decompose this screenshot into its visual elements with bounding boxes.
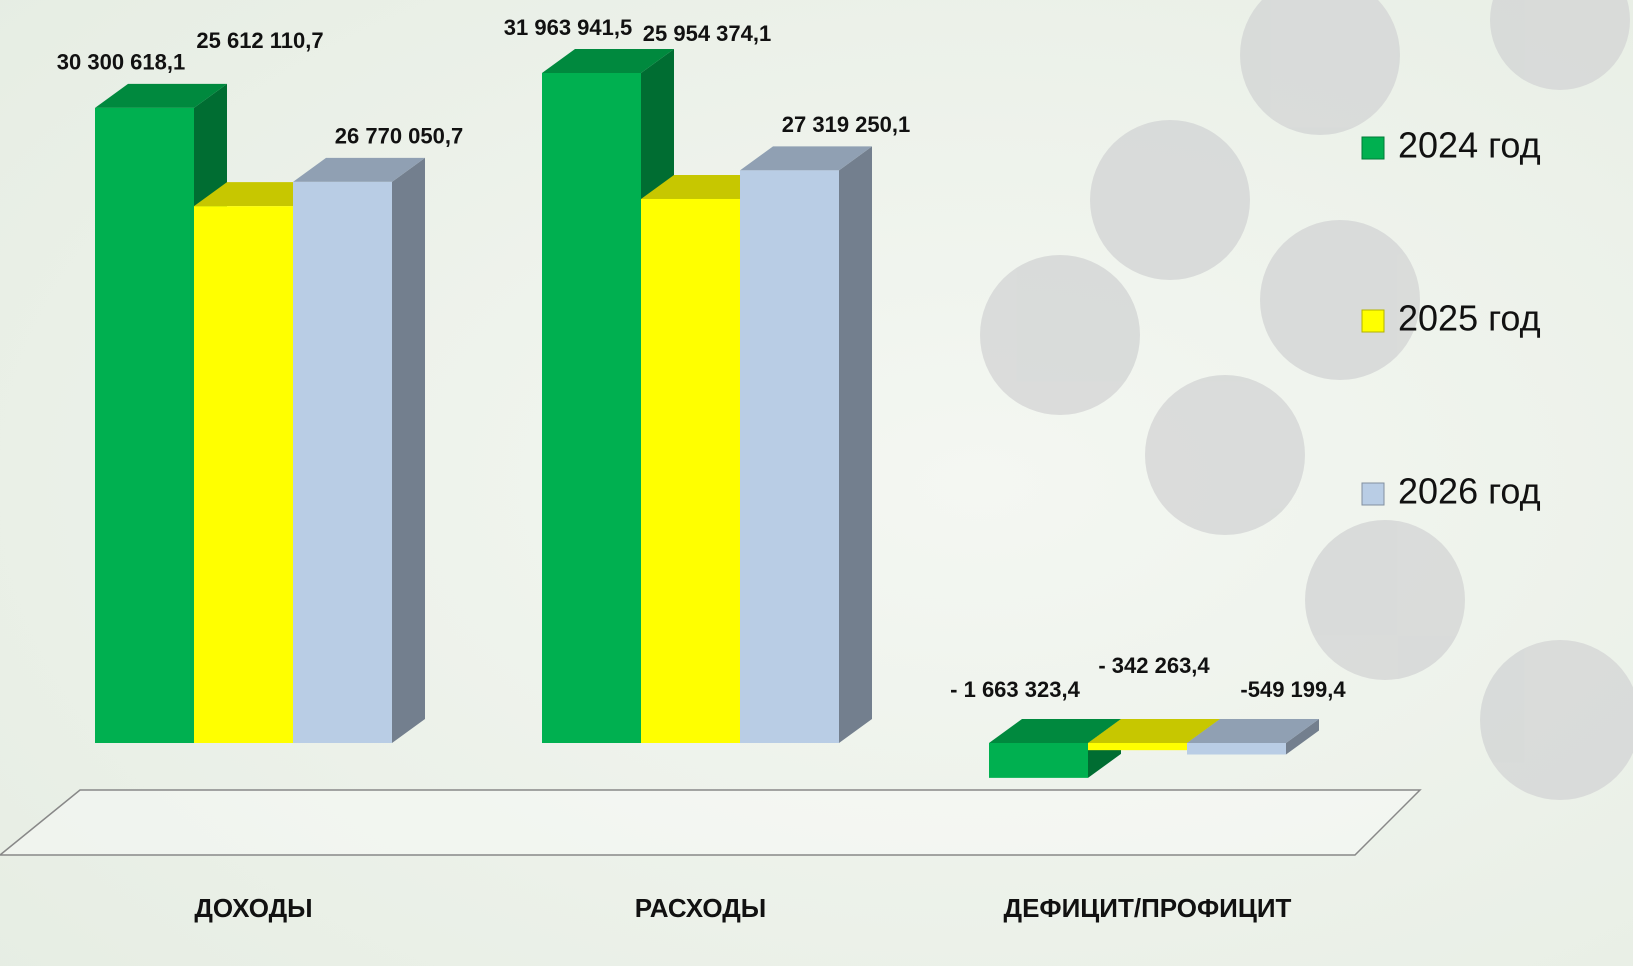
legend-swatch <box>1362 483 1384 505</box>
legend-swatch <box>1362 137 1384 159</box>
value-label: - 342 263,4 <box>1098 653 1210 678</box>
bar <box>95 108 194 743</box>
value-label: 30 300 618,1 <box>57 50 185 75</box>
category-label: ДОХОДЫ <box>194 893 312 923</box>
legend-label: 2025 год <box>1398 298 1541 339</box>
value-label: - 1 663 323,4 <box>950 677 1080 702</box>
bar <box>194 206 293 743</box>
value-label: -549 199,4 <box>1240 677 1346 702</box>
bar <box>542 73 641 743</box>
bar <box>641 199 740 743</box>
value-label: 25 612 110,7 <box>196 28 323 53</box>
legend-label: 2026 год <box>1398 471 1541 512</box>
bar <box>740 170 839 743</box>
bar-side <box>839 146 872 743</box>
bar <box>1088 743 1187 750</box>
value-label: 26 770 050,7 <box>335 124 463 149</box>
value-label: 27 319 250,1 <box>782 112 910 137</box>
chart: ДОХОДЫ 30 300 618,1 25 612 110,7 26 770 050… <box>0 0 1633 966</box>
value-label: 31 963 941,5 <box>504 15 632 40</box>
category-label: РАСХОДЫ <box>635 893 767 923</box>
bar <box>989 743 1088 778</box>
value-label: 25 954 374,1 <box>643 21 771 46</box>
bar <box>1187 743 1286 755</box>
bar <box>293 182 392 743</box>
floor <box>0 790 1420 855</box>
legend-label: 2024 год <box>1398 125 1541 166</box>
bar-side <box>392 158 425 743</box>
legend-swatch <box>1362 310 1384 332</box>
category-label: ДЕФИЦИТ/ПРОФИЦИТ <box>1004 893 1292 923</box>
